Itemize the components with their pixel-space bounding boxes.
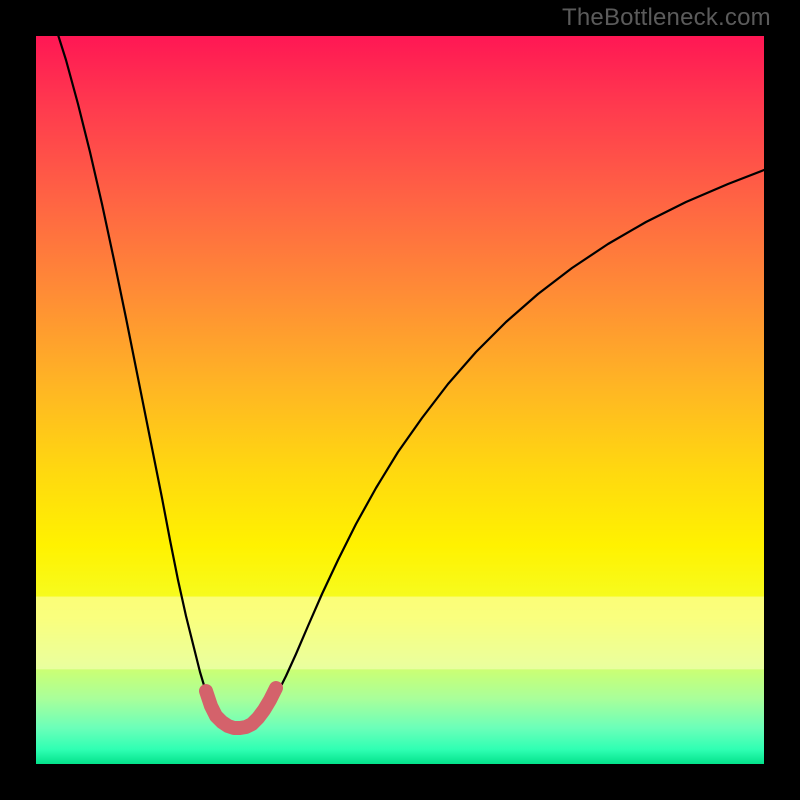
bottleneck-curve-chart	[0, 0, 800, 800]
chart-frame	[0, 0, 800, 800]
highlight-band	[36, 597, 764, 670]
watermark-text: TheBottleneck.com	[562, 4, 771, 32]
